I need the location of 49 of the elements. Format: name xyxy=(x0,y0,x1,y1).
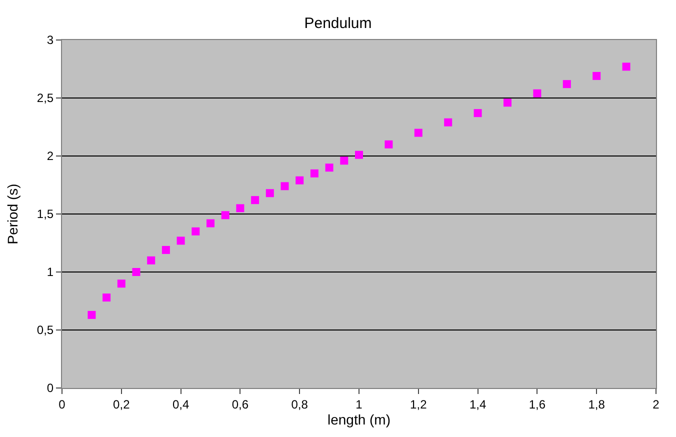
x-tick-label: 1,2 xyxy=(410,397,428,412)
point xyxy=(251,196,260,204)
y-tick-label: 0 xyxy=(46,381,54,396)
point xyxy=(280,182,289,190)
point xyxy=(147,256,156,264)
point xyxy=(622,62,630,71)
x-tick-label: 1,8 xyxy=(588,397,606,412)
point xyxy=(384,140,393,148)
point xyxy=(533,89,542,98)
point xyxy=(206,219,214,228)
point xyxy=(88,310,96,319)
point xyxy=(504,98,512,107)
point xyxy=(325,164,334,172)
point xyxy=(236,204,244,212)
point xyxy=(132,268,140,276)
point xyxy=(192,227,200,236)
x-tick-label: 1,6 xyxy=(528,397,546,412)
x-tick-label: 2 xyxy=(652,397,660,412)
x-tick-label: 0,2 xyxy=(113,397,130,412)
point xyxy=(562,80,571,88)
point xyxy=(176,236,185,245)
point xyxy=(117,280,126,288)
point xyxy=(296,176,304,184)
x-tick-label: 0 xyxy=(58,397,66,412)
y-tick-label: 3 xyxy=(46,33,54,48)
x-tick-label: 0,4 xyxy=(172,397,190,412)
x-tick-label: 0,8 xyxy=(291,397,308,412)
y-tick-label: 0,5 xyxy=(36,323,54,338)
x-axis-title: length (m) xyxy=(327,412,391,428)
y-tick-label: 1 xyxy=(46,265,54,280)
y-axis-title: Period (s) xyxy=(4,184,21,244)
point xyxy=(221,211,230,220)
point xyxy=(340,156,348,165)
point xyxy=(592,72,601,80)
x-tick-label: 1,4 xyxy=(469,397,486,412)
y-tick-label: 2,5 xyxy=(36,91,54,106)
point xyxy=(266,189,274,198)
y-tick-label: 2 xyxy=(46,149,54,164)
point xyxy=(310,169,318,178)
point xyxy=(355,150,363,159)
point xyxy=(162,246,170,254)
chart-title: Pendulum xyxy=(304,14,372,32)
x-tick-label: 1 xyxy=(356,397,363,412)
point xyxy=(102,294,111,302)
x-tick-label: 0,6 xyxy=(232,397,249,412)
point xyxy=(414,128,422,137)
point xyxy=(444,118,452,126)
y-tick-label: 1,5 xyxy=(36,207,54,222)
point xyxy=(474,109,482,118)
